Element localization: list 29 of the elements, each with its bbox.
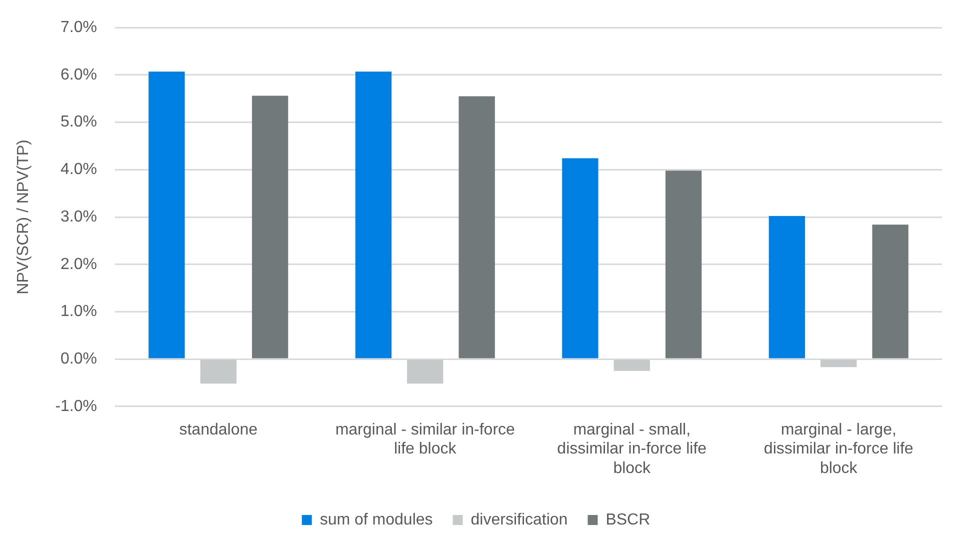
bar — [872, 224, 908, 358]
y-tick-label: 1.0% — [60, 303, 97, 320]
bar — [252, 96, 288, 358]
bar — [614, 360, 650, 371]
x-tick-label: marginal - large, dissimilar in-force life block — [764, 421, 914, 477]
x-tick-label: standalone — [179, 421, 258, 438]
bar — [458, 96, 495, 358]
y-tick-label: 7.0% — [60, 19, 97, 36]
y-tick-label: 2.0% — [60, 256, 97, 273]
bar — [562, 158, 598, 358]
legend-label: diversification — [470, 511, 568, 528]
y-axis-title: NPV(SCR) / NPV(TP) — [15, 140, 32, 294]
y-tick-label: 4.0% — [60, 161, 97, 178]
x-tick-label: marginal - similar in-force life block — [335, 421, 516, 458]
bar — [200, 360, 236, 384]
x-tick-label: marginal - small, dissimilar in-force life block — [557, 421, 707, 477]
bar — [355, 72, 392, 358]
bar — [768, 216, 806, 358]
y-tick-label: 3.0% — [60, 208, 97, 226]
legend-label: BSCR — [606, 511, 650, 528]
legend-label: sum of modules — [320, 511, 433, 528]
y-tick-label: 5.0% — [60, 114, 97, 131]
y-tick-label: 0.0% — [60, 350, 97, 368]
bar — [148, 72, 185, 358]
y-tick-label: -1.0% — [55, 398, 97, 415]
bar — [820, 360, 857, 368]
bar — [407, 360, 444, 384]
bar — [665, 170, 702, 358]
y-tick-label: 6.0% — [60, 66, 97, 84]
